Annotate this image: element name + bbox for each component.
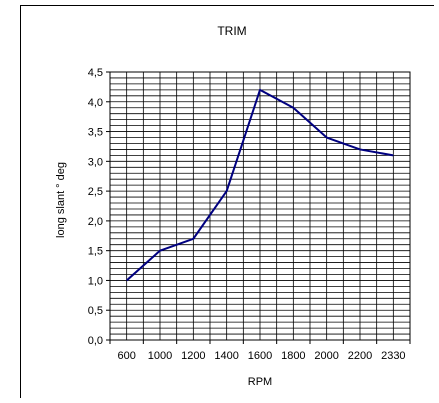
x-tick-label: 1000 [148,350,172,362]
y-tick-label: 3,5 [88,127,103,139]
chart-title: TRIM [217,24,246,38]
plot-area-border [109,71,411,341]
y-tick-label: 4,0 [88,97,103,109]
x-tick-label: 2200 [348,350,372,362]
x-axis-label: RPM [248,376,272,388]
chart-frame [20,5,434,398]
grid-lines [109,71,411,341]
y-tick-label: 2,0 [88,216,103,228]
y-tick-label: 3,0 [88,156,103,168]
x-tick-labels: 600 1000 1200 1400 1600 1800 2000 2200 2330 [117,350,405,362]
y-tick-label: 2,5 [88,186,103,198]
x-tick-label: 1200 [181,350,205,362]
x-tick-label: 1800 [281,350,305,362]
y-tick-label: 0,0 [88,335,103,347]
x-tick-label: 1600 [248,350,272,362]
y-tick-label: 1,5 [88,246,103,258]
y-tick-labels: 0,0 0,5 1,0 1,5 2,0 2,5 3,0 3,5 4,0 4,5 [88,67,103,347]
x-tick-label: 600 [117,350,135,362]
series-layer [126,88,394,282]
y-tick-label: 4,5 [88,67,103,79]
y-tick-label: 0,5 [88,305,103,317]
x-tick-label: 2000 [314,350,338,362]
axes [106,71,411,344]
y-tick-label: 1,0 [88,275,103,287]
x-tick-label: 1400 [214,350,238,362]
x-tick-label: 2330 [381,350,405,362]
y-axis-label: long slant ° deg [55,162,67,238]
